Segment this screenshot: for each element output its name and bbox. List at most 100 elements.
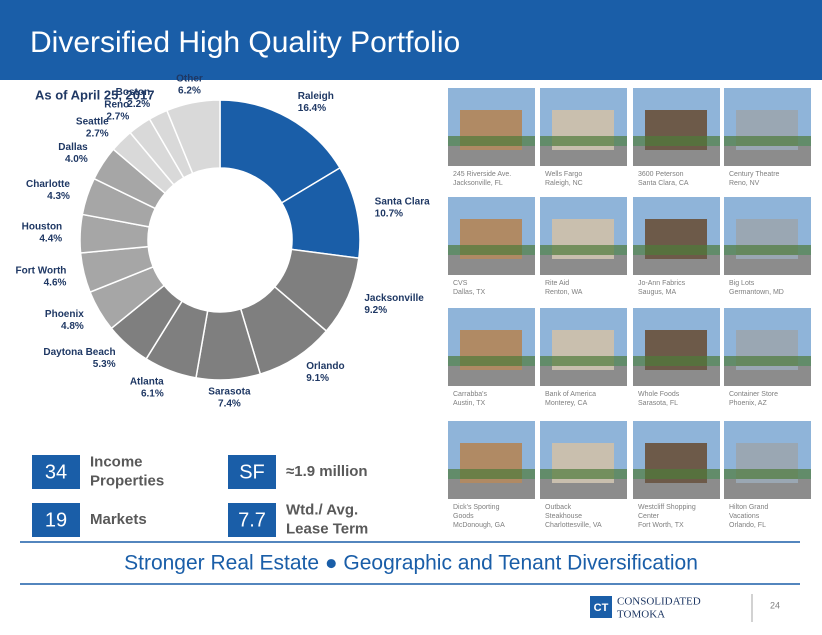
value-label: 7.4% <box>218 398 241 409</box>
value-label: 2.7% <box>106 111 129 122</box>
stat-box <box>228 455 276 489</box>
stat-box <box>32 455 80 489</box>
photo-ground <box>448 255 535 275</box>
photo-ground <box>724 146 811 166</box>
slice-label: Houston <box>22 221 63 232</box>
photo-caption: Sarasota, FL <box>638 400 678 407</box>
photo-trees <box>448 136 535 146</box>
photo-trees <box>724 245 811 255</box>
slice-label: Fort Worth <box>15 266 66 277</box>
photo-trees <box>448 245 535 255</box>
photo-ground <box>724 366 811 386</box>
stat-label: Markets <box>90 511 147 528</box>
slice-label: Dallas <box>58 142 88 153</box>
photo-caption: Carrabba's <box>453 391 488 398</box>
photo-trees <box>540 356 627 366</box>
slide-title: Diversified High Quality Portfolio <box>30 26 460 59</box>
photo-ground <box>633 479 720 499</box>
photo-ground <box>540 366 627 386</box>
slice-label: Orlando <box>306 361 344 372</box>
photo-caption: Center <box>638 513 660 520</box>
photo-caption: Wells Fargo <box>545 171 582 178</box>
value-label: 4.4% <box>39 233 62 244</box>
stat-box <box>32 503 80 537</box>
stat-value: 19 <box>45 509 67 531</box>
photo-caption: Jo-Ann Fabrics <box>638 280 686 287</box>
value-label: 4.0% <box>65 154 88 165</box>
value-label: 6.1% <box>141 388 164 399</box>
photo-trees <box>724 469 811 479</box>
banner: Stronger Real Estate ● Geographic and Te… <box>124 552 698 575</box>
stat-value: 7.7 <box>238 509 266 531</box>
photo-caption: Fort Worth, TX <box>638 522 684 529</box>
photo-caption: Raleigh, NC <box>545 180 583 187</box>
photo-ground <box>540 479 627 499</box>
stat-value: 34 <box>45 461 67 483</box>
photo-caption: Jacksonville, FL <box>453 180 503 187</box>
photo-trees <box>448 469 535 479</box>
stat-value: SF <box>239 461 265 483</box>
logo-mark: CT <box>594 602 609 614</box>
value-label: 4.8% <box>61 321 84 332</box>
photo-caption: Bank of America <box>545 391 596 398</box>
photo-caption: Austin, TX <box>453 400 485 407</box>
photo-caption: Big Lots <box>729 280 755 287</box>
photo-trees <box>448 356 535 366</box>
header-band <box>0 0 822 80</box>
photo-trees <box>540 469 627 479</box>
value-label: 2.2% <box>127 99 150 110</box>
photo-caption: Container Store <box>729 391 778 398</box>
photo-caption: Whole Foods <box>638 391 680 398</box>
value-label: 16.4% <box>298 103 326 114</box>
slice-label: Other <box>176 74 203 85</box>
page-number: 24 <box>770 600 780 610</box>
photo-caption: Steakhouse <box>545 513 582 520</box>
slice-label: Seattle <box>76 116 109 127</box>
photo-caption: Dallas, TX <box>453 289 485 296</box>
stat-label: Wtd./ Avg. <box>286 501 358 518</box>
value-label: 10.7% <box>375 208 403 219</box>
slice-label: Daytona Beach <box>43 347 115 358</box>
stat-label: ≈1.9 million <box>286 463 368 480</box>
slice-label: Charlotte <box>26 179 70 190</box>
photo-ground <box>540 255 627 275</box>
value-label: 9.1% <box>306 373 329 384</box>
photo-trees <box>724 136 811 146</box>
photo-caption: Germantown, MD <box>729 289 784 296</box>
photo-caption: Orlando, FL <box>729 522 766 529</box>
slice-label: Raleigh <box>298 91 334 102</box>
value-label: 4.3% <box>47 191 70 202</box>
slice <box>165 99 221 175</box>
photo-trees <box>540 136 627 146</box>
stat-label: Lease Term <box>286 520 368 537</box>
photo-ground <box>633 366 720 386</box>
photo-caption: Vacations <box>729 513 760 520</box>
photo-caption: 245 Riverside Ave. <box>453 171 511 178</box>
photo-caption: Outback <box>545 504 572 511</box>
photo-caption: Renton, WA <box>545 289 583 296</box>
stat-label: Income <box>90 453 143 470</box>
photo-ground <box>724 479 811 499</box>
slice-label: Jacksonville <box>364 293 424 304</box>
slice-label: Sarasota <box>208 386 251 397</box>
photo-caption: 3600 Peterson <box>638 171 684 178</box>
value-label: 2.7% <box>86 128 109 139</box>
photo-caption: Phoenix, AZ <box>729 400 767 407</box>
value-label: 4.6% <box>44 278 67 289</box>
photo-caption: Rite Aid <box>545 280 569 287</box>
photo-caption: Century Theatre <box>729 171 780 178</box>
photo-caption: Reno, NV <box>729 180 760 187</box>
slice-label: Phoenix <box>45 309 84 320</box>
photo-trees <box>633 356 720 366</box>
photo-caption: Saugus, MA <box>638 289 676 296</box>
logo-text: TOMOKA <box>617 609 665 621</box>
photo-caption: Monterey, CA <box>545 400 588 407</box>
photo-ground <box>724 255 811 275</box>
photo-ground <box>633 146 720 166</box>
photo-caption: CVS <box>453 280 468 287</box>
value-label: 6.2% <box>178 86 201 97</box>
stat-box <box>228 503 276 537</box>
value-label: 5.3% <box>93 359 116 370</box>
photo-trees <box>633 469 720 479</box>
